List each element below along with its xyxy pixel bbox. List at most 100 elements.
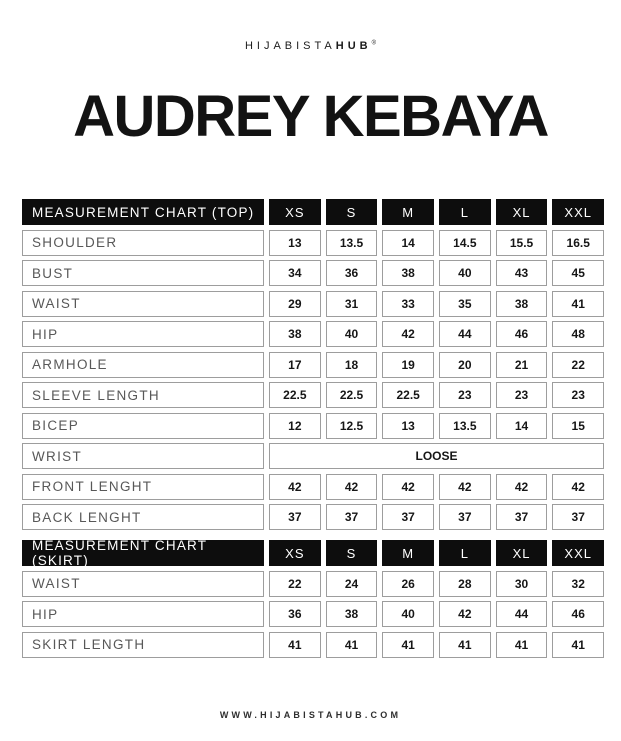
value-cell: 40 (325, 321, 378, 347)
value-cell: 23 (439, 382, 491, 408)
value-cell: 37 (495, 504, 548, 530)
row-label: SHOULDER (22, 229, 264, 256)
value-cell: 37 (382, 504, 435, 530)
table-header-row: MEASUREMENT CHART (TOP) XS S M L XL XXL (22, 199, 605, 225)
table-row-back-length: BACK LENGHT 37 37 37 37 37 37 (22, 504, 605, 530)
value-cell: 23 (552, 382, 605, 408)
value-cell: 42 (382, 321, 435, 347)
table-row-skirt-hip: HIP 36 38 40 42 44 46 (22, 601, 605, 627)
value-cell: 14 (495, 412, 548, 439)
value-cell: 42 (495, 473, 548, 500)
brand-logo-bold: HUB (335, 40, 372, 52)
table-row-armhole: ARMHOLE 17 18 19 20 21 22 (22, 351, 605, 378)
value-cell: 41 (439, 631, 491, 658)
row-label: BACK LENGHT (22, 504, 264, 530)
page-title: AUDREY KEBAYA (73, 84, 549, 149)
value-cell: 12 (269, 412, 321, 439)
value-cell: 35 (439, 290, 491, 317)
value-cell: 46 (495, 321, 548, 347)
value-cell: 13 (382, 412, 435, 439)
value-cell: 36 (325, 260, 378, 286)
value-cell: 18 (325, 351, 378, 378)
value-cell: 42 (439, 473, 491, 500)
row-label: SKIRT LENGTH (22, 631, 264, 658)
value-cell: 34 (269, 260, 321, 286)
value-cell: 41 (495, 631, 548, 658)
value-cell: 37 (552, 504, 605, 530)
row-label: SLEEVE LENGTH (22, 382, 264, 408)
value-cell: 12.5 (325, 412, 378, 439)
value-cell: 40 (382, 601, 435, 627)
size-header-m: M (382, 199, 435, 225)
table-row-skirt-length: SKIRT LENGTH 41 41 41 41 41 41 (22, 631, 605, 658)
value-cell: 23 (495, 382, 548, 408)
size-header-s: S (325, 199, 378, 225)
table-row-skirt-waist: WAIST 22 24 26 28 30 32 (22, 570, 605, 597)
size-header-xl: XL (495, 540, 548, 566)
value-cell: 13 (269, 229, 321, 256)
value-cell: 41 (325, 631, 378, 658)
value-cell: 38 (382, 260, 435, 286)
value-cell: 22 (552, 351, 605, 378)
row-label: HIP (22, 601, 264, 627)
size-header-m: M (382, 540, 435, 566)
value-cell: 46 (552, 601, 605, 627)
table-header-row: MEASUREMENT CHART (SKIRT) XS S M L XL XX… (22, 538, 605, 568)
value-cell: 42 (382, 473, 435, 500)
size-header-xxl: XXL (552, 540, 605, 566)
table-row-wrist: WRIST LOOSE (22, 443, 604, 469)
row-label: WAIST (22, 570, 264, 597)
value-cell: 21 (495, 351, 548, 378)
value-cell: 22 (269, 570, 321, 597)
value-cell: 37 (269, 504, 321, 530)
table-row-bicep: BICEP 12 12.5 13 13.5 14 15 (22, 412, 605, 439)
value-cell: 26 (382, 570, 435, 597)
row-label: WAIST (22, 290, 264, 317)
value-cell: 42 (439, 601, 491, 627)
brand-logo-regular: HIJABISTA (244, 40, 336, 52)
value-cell: 22.5 (269, 382, 321, 408)
value-cell: 20 (439, 351, 491, 378)
value-cell: 44 (495, 601, 548, 627)
value-cell: 31 (325, 290, 378, 317)
value-cell: 45 (552, 260, 605, 286)
size-header-s: S (325, 540, 378, 566)
value-cell: 38 (269, 321, 321, 347)
value-cell: 44 (439, 321, 491, 347)
value-cell: 42 (325, 473, 378, 500)
value-cell: 16.5 (552, 229, 605, 256)
value-cell: 42 (552, 473, 605, 500)
value-cell: 13.5 (325, 229, 378, 256)
size-header-l: L (439, 540, 491, 566)
value-cell: 42 (269, 473, 321, 500)
size-chart-top: MEASUREMENT CHART (TOP) XS S M L XL XXL … (22, 199, 605, 530)
value-cell: 41 (552, 631, 605, 658)
value-cell: 19 (382, 351, 435, 378)
value-cell: 41 (382, 631, 435, 658)
value-cell: 43 (495, 260, 548, 286)
table-row-bust: BUST 34 36 38 40 43 45 (22, 260, 605, 286)
size-header-xs: XS (269, 199, 321, 225)
value-cell: 41 (269, 631, 321, 658)
row-label: ARMHOLE (22, 351, 264, 378)
value-cell: 29 (269, 290, 321, 317)
value-cell: 38 (325, 601, 378, 627)
value-cell: 28 (439, 570, 491, 597)
value-cell: 15.5 (495, 229, 548, 256)
value-cell: 38 (495, 290, 548, 317)
row-label: FRONT LENGHT (22, 473, 264, 500)
table-row-waist: WAIST 29 31 33 35 38 41 (22, 290, 605, 317)
size-header-xl: XL (495, 199, 548, 225)
value-cell: 40 (439, 260, 491, 286)
value-cell: 41 (552, 290, 605, 317)
table-header-top: MEASUREMENT CHART (TOP) (22, 199, 264, 225)
size-header-l: L (439, 199, 491, 225)
registered-mark: ® (371, 40, 377, 47)
value-cell: 24 (325, 570, 378, 597)
value-cell: 22.5 (382, 382, 435, 408)
loose-value-cell: LOOSE (269, 443, 604, 469)
table-row-sleeve-length: SLEEVE LENGTH 22.5 22.5 22.5 23 23 23 (22, 382, 605, 408)
value-cell: 32 (552, 570, 605, 597)
value-cell: 36 (269, 601, 321, 627)
